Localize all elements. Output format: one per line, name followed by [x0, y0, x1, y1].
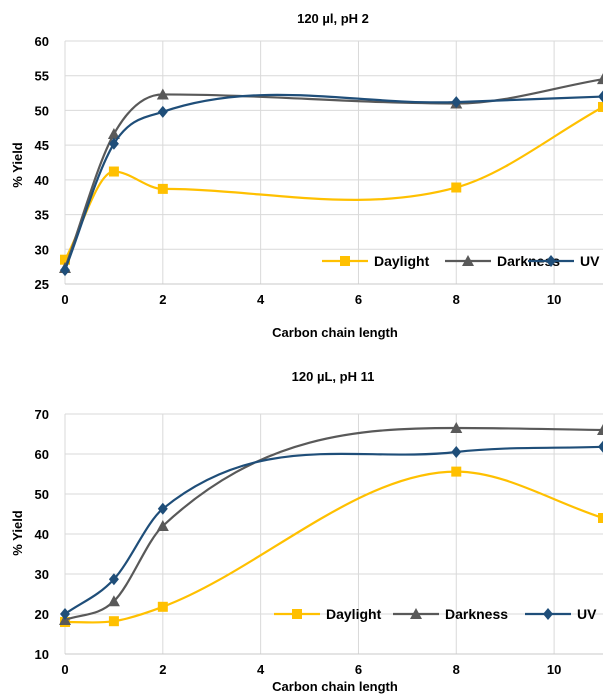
chart-1-data-point-darkness — [597, 73, 603, 85]
chart-1-data-point-uv — [108, 137, 119, 150]
chart-2-data-point-uv — [598, 440, 603, 453]
chart-1-y-tick-label: 40 — [35, 173, 49, 188]
chart-1-data-point-darkness — [156, 88, 169, 100]
chart-2-y-axis-title: % Yield — [10, 510, 25, 556]
chart-2-x-tick-label: 2 — [159, 662, 166, 677]
chart-2-x-tick-label: 6 — [355, 662, 362, 677]
chart-2-x-tick-label: 0 — [61, 662, 68, 677]
chart-1-legend-label-daylight: Daylight — [374, 253, 430, 269]
chart-1-title: 120 µl, pH 2 — [297, 11, 369, 26]
chart-1-legend-marker-uv — [546, 255, 556, 267]
chart-1-series-line-uv — [63, 93, 603, 271]
chart-2-data-point-daylight — [108, 616, 119, 627]
chart-2-y-tick-label: 70 — [35, 407, 49, 422]
chart-1-legend-marker-daylight — [340, 256, 350, 266]
chart-2-data-point-darkness — [107, 595, 120, 607]
chart-2-data-point-daylight — [451, 466, 462, 477]
chart-1-data-point-daylight — [157, 183, 168, 194]
chart-1-y-axis-title: % Yield — [10, 142, 25, 188]
chart-2-legend-label-daylight: Daylight — [326, 606, 382, 622]
chart-1-data-point-uv — [598, 90, 603, 103]
chart-2-data-point-daylight — [157, 601, 168, 612]
chart-2-x-tick-label: 4 — [257, 662, 265, 677]
chart-2-data-point-uv — [451, 446, 462, 458]
chart-2-data-point-uv — [157, 502, 168, 515]
chart-2-y-tick-label: 60 — [35, 447, 49, 462]
chart-1-y-tick-label: 55 — [35, 69, 49, 84]
chart-1-data-point-daylight — [598, 101, 603, 112]
chart-1-series-line-daylight — [64, 105, 603, 261]
chart-1-x-axis-title: Carbon chain length — [272, 325, 398, 340]
chart-1-x-tick-label: 10 — [547, 292, 561, 307]
chart-2-y-tick-label: 10 — [35, 647, 49, 662]
chart-2-legend-marker-darkness — [410, 608, 422, 619]
chart-1-data-point-daylight — [451, 182, 462, 193]
chart-2-data-point-darkness — [450, 422, 463, 433]
chart-1-data-point-daylight — [60, 254, 70, 265]
chart-2-x-tick-label: 10 — [547, 662, 561, 677]
chart-2-data-point-darkness — [597, 424, 603, 435]
chart-2-legend-marker-uv — [543, 608, 553, 620]
chart-2-legend-label-uv: UV — [577, 606, 597, 622]
chart-1-data-point-uv — [60, 264, 70, 277]
chart-1-data-point-darkness — [107, 128, 120, 140]
chart-1-legend-label-uv: UV — [580, 253, 600, 269]
chart-2-legend-marker-daylight — [292, 609, 302, 619]
chart-2-y-tick-label: 50 — [35, 487, 49, 502]
chart-2-y-tick-label: 40 — [35, 527, 49, 542]
chart-1-x-tick-label: 6 — [355, 292, 362, 307]
chart-1-x-tick-label: 8 — [453, 292, 460, 307]
chart-1-data-point-uv — [451, 96, 462, 109]
chart-2-data-point-uv — [60, 608, 70, 620]
chart-1-legend-marker-darkness — [462, 255, 474, 266]
chart-2-series-line-uv — [64, 445, 603, 615]
chart-2-y-tick-label: 20 — [35, 607, 49, 622]
chart-2-data-point-uv — [108, 573, 119, 586]
chart-1-x-tick-label: 0 — [61, 292, 68, 307]
chart-2-plot: 10 20 30 40 50 60 70 0 2 4 6 8 10 Daylight Darkness UV — [35, 407, 603, 677]
chart-1-data-point-daylight — [108, 166, 119, 177]
chart-2-x-axis-title: Carbon chain length — [272, 679, 398, 694]
chart-1-x-tick-label: 4 — [257, 292, 265, 307]
chart-1-y-tick-label: 50 — [35, 103, 49, 118]
chart-1-y-tick-label: 60 — [35, 34, 49, 49]
chart-2-data-point-darkness — [156, 520, 169, 531]
chart-1-y-tick-label: 45 — [35, 138, 49, 153]
chart-2-series-line-darkness — [64, 426, 603, 622]
chart-1-y-tick-label: 35 — [35, 208, 49, 223]
chart-1-y-tick-label: 25 — [35, 277, 49, 292]
chart-2-y-tick-label: 30 — [35, 567, 49, 582]
chart-1-series-line-darkness — [63, 78, 603, 269]
chart-1-x-tick-label: 2 — [159, 292, 166, 307]
chart-2-legend-label-darkness: Darkness — [445, 606, 508, 622]
chart-1-data-point-uv — [157, 105, 168, 118]
chart-2-x-tick-label: 8 — [453, 662, 460, 677]
chart-2-title: 120 µL, pH 11 — [292, 369, 375, 384]
chart-1-y-tick-label: 30 — [35, 242, 49, 257]
chart-2-data-point-daylight — [598, 513, 603, 523]
